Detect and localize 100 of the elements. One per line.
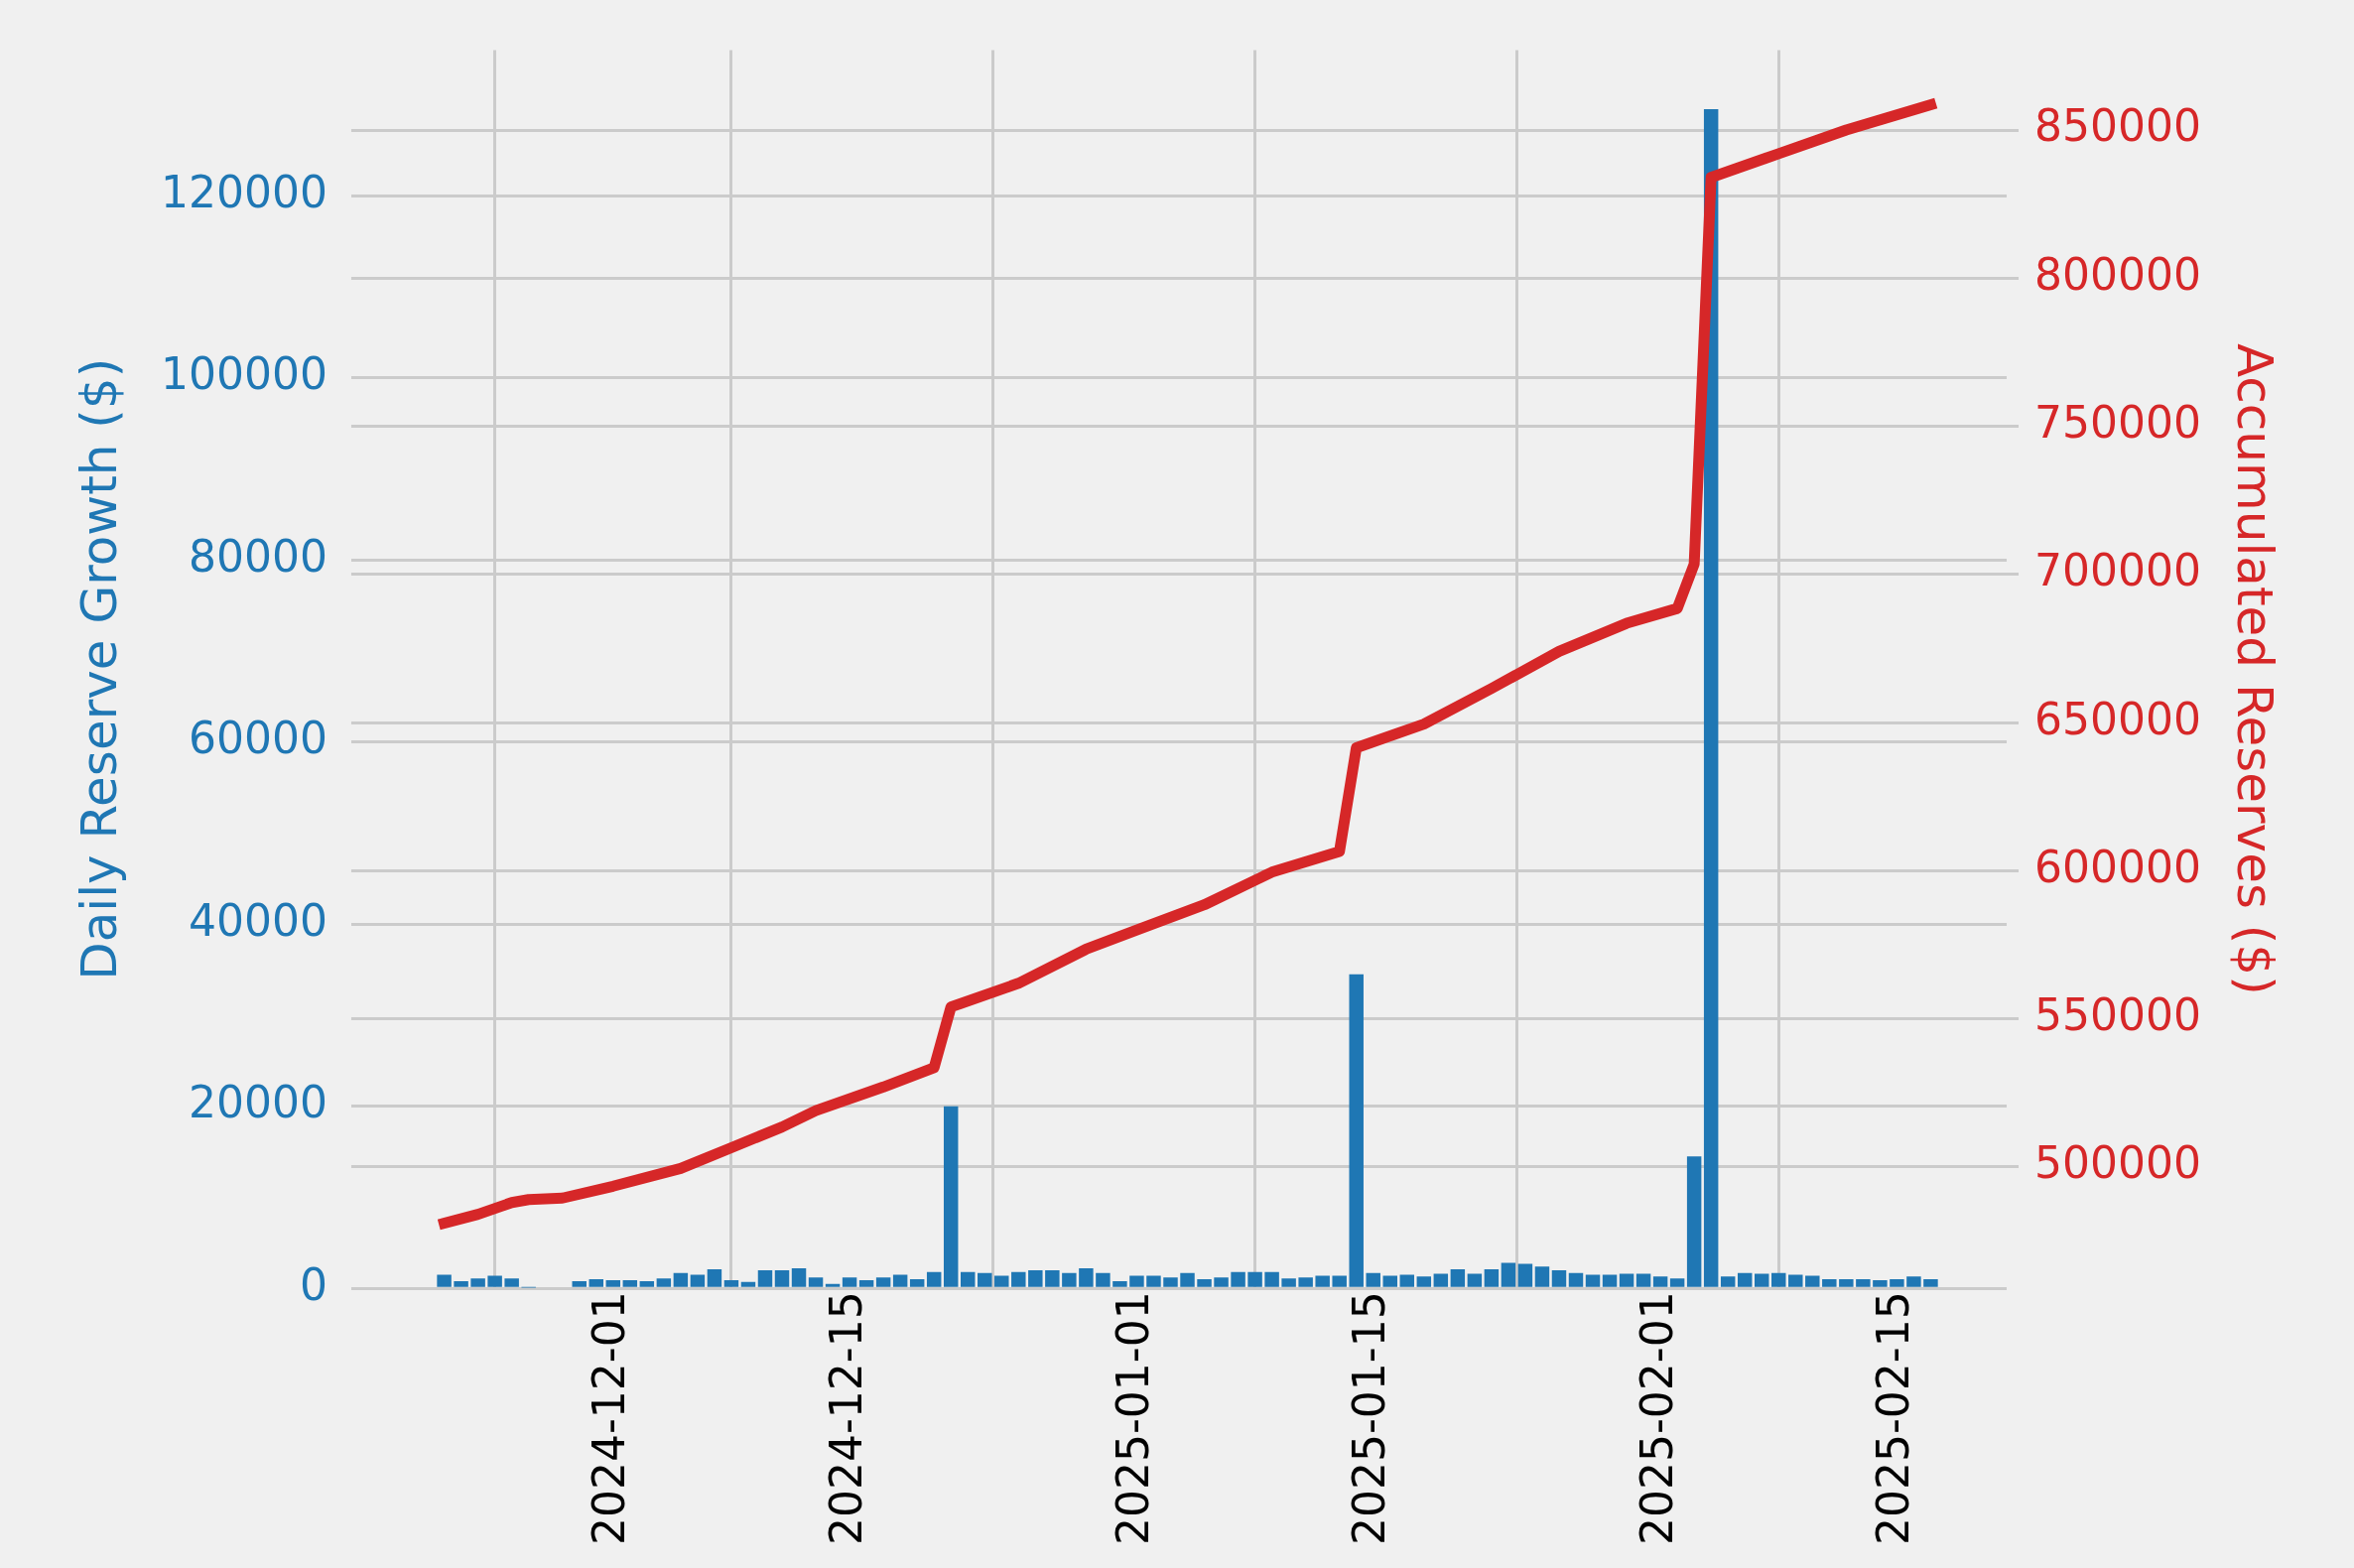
bar (437, 1274, 452, 1287)
bar (1635, 1273, 1651, 1287)
bar (1686, 1156, 1702, 1287)
bar (707, 1269, 722, 1287)
bar (1755, 1273, 1769, 1287)
bar (454, 1280, 468, 1287)
bar (1214, 1277, 1229, 1287)
bar (978, 1272, 992, 1287)
bar (909, 1279, 925, 1287)
y2-tick-label: 700000 (2034, 545, 2201, 596)
bar (1467, 1273, 1483, 1287)
bar (774, 1269, 790, 1287)
bar (1349, 974, 1364, 1287)
y2-tick-label: 550000 (2034, 989, 2201, 1041)
bar (1669, 1278, 1685, 1287)
bar (858, 1280, 874, 1287)
bar (1197, 1279, 1212, 1287)
y-axis-title: Daily Reserve Growth ($) (69, 357, 128, 980)
bar (1264, 1271, 1279, 1287)
bar (1771, 1272, 1786, 1287)
y2-tick-label: 650000 (2034, 693, 2201, 744)
bar (1856, 1279, 1871, 1287)
bar (588, 1279, 604, 1287)
y-tick-label: 60000 (188, 713, 327, 764)
bar (1028, 1269, 1043, 1287)
bar (1602, 1274, 1618, 1287)
bar (1484, 1269, 1500, 1287)
bar (1281, 1278, 1296, 1287)
y2-tick-label: 850000 (2034, 100, 2201, 152)
x-tick-label: 2024-12-01 (584, 1291, 635, 1546)
bar (1568, 1272, 1584, 1287)
y-tick-label: 40000 (188, 894, 327, 946)
bar (1045, 1269, 1060, 1287)
bar (1079, 1268, 1094, 1287)
bar (504, 1278, 519, 1287)
bar (1433, 1273, 1449, 1287)
bar (1112, 1280, 1127, 1287)
bar (1534, 1266, 1550, 1287)
bar (825, 1283, 841, 1287)
bar (572, 1280, 587, 1287)
bar (1146, 1275, 1161, 1287)
bar (961, 1271, 976, 1287)
bar (1923, 1279, 1938, 1287)
bar (1298, 1277, 1313, 1287)
bar (1805, 1275, 1820, 1287)
bar (1062, 1272, 1077, 1287)
bar (723, 1280, 739, 1287)
bar (1517, 1263, 1533, 1287)
y-tick-label: 80000 (188, 530, 327, 582)
bar (1399, 1274, 1415, 1287)
y2-tick-label: 750000 (2034, 396, 2201, 448)
bar (1011, 1271, 1026, 1287)
bar (875, 1277, 891, 1287)
y-tick-label: 120000 (161, 166, 327, 217)
bar (1652, 1276, 1668, 1287)
bar (690, 1274, 706, 1287)
bar (487, 1275, 502, 1287)
bar (1096, 1272, 1111, 1287)
y2-tick-label: 600000 (2034, 841, 2201, 892)
bar (1873, 1280, 1888, 1287)
bar (639, 1280, 655, 1287)
bar (1163, 1277, 1178, 1287)
bar (1231, 1271, 1245, 1287)
x-tick-label: 2025-01-15 (1344, 1291, 1395, 1546)
x-tick-label: 2024-12-15 (820, 1291, 871, 1546)
bar (757, 1269, 773, 1287)
bar (1906, 1276, 1921, 1287)
bar (740, 1281, 756, 1287)
bar (1720, 1276, 1736, 1287)
bar (1737, 1272, 1753, 1287)
x-tick-label: 2025-02-15 (1867, 1291, 1918, 1546)
bar (1501, 1262, 1516, 1287)
bar (1619, 1273, 1635, 1287)
bar (470, 1278, 485, 1287)
bar (1839, 1279, 1854, 1287)
bar (656, 1278, 672, 1287)
bar (1180, 1272, 1195, 1287)
bar (1890, 1279, 1904, 1287)
y-tick-label: 20000 (188, 1077, 327, 1128)
x-tick-label: 2025-02-01 (1631, 1291, 1682, 1546)
bar (808, 1277, 824, 1287)
y2-tick-label: 800000 (2034, 248, 2201, 300)
bar (673, 1272, 689, 1287)
bar (605, 1280, 621, 1287)
bar (1382, 1275, 1397, 1287)
bar (791, 1268, 807, 1287)
bar (1822, 1279, 1837, 1287)
bar (1788, 1274, 1803, 1287)
x-tick-label: 2025-01-01 (1107, 1291, 1158, 1546)
bar (1315, 1275, 1330, 1287)
y2-tick-label: 500000 (2034, 1137, 2201, 1189)
bar (1247, 1271, 1262, 1287)
bar (1129, 1275, 1144, 1287)
bar (842, 1277, 857, 1287)
bar (943, 1106, 959, 1287)
bar (1551, 1269, 1567, 1287)
bar (1332, 1275, 1347, 1287)
y-tick-label: 100000 (161, 348, 327, 400)
bar (1416, 1276, 1432, 1287)
bar (1585, 1274, 1601, 1287)
